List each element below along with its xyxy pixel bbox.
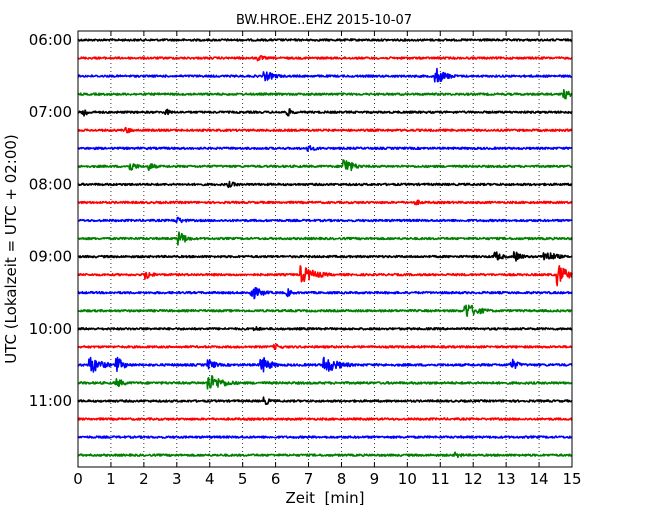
x-axis-label: Zeit [min] [285,489,364,507]
x-tick-label: 1 [106,470,116,488]
trace-0715 [77,126,573,134]
x-tick-label: 0 [73,470,83,488]
x-tick-label: 8 [337,470,347,488]
trace-0830 [77,216,573,224]
trace-0945 [77,304,573,318]
trace-1000 [77,326,573,332]
x-tick-label: 9 [370,470,380,488]
y-tick-label: 06:00 [29,31,72,49]
chart-title: BW.HROE..EHZ 2015-10-07 [236,13,412,28]
trace-1115 [77,417,573,421]
y-tick-label: 09:00 [29,248,72,266]
grid-lines [110,31,540,467]
trace-0915 [77,265,573,287]
trace-1100 [77,396,573,406]
trace-0630 [77,67,573,83]
trace-1130 [77,435,573,439]
trace-0730 [77,145,573,152]
trace-0600 [77,38,573,42]
trace-1030 [77,356,573,373]
trace-1045 [77,375,573,390]
trace-0815 [77,199,573,206]
trace-0745 [77,159,573,172]
trace-0930 [77,286,573,300]
trace-0900 [77,251,573,262]
trace-0800 [77,180,573,189]
trace-0700 [77,108,573,117]
x-tick-label: 11 [431,470,450,488]
plot-frame [77,30,573,468]
trace-1015 [77,343,573,351]
x-tick-label: 7 [304,470,314,488]
y-tick-label: 11:00 [29,392,72,410]
trace-0645 [77,89,573,100]
axis-ticks: 0 1 2 3 4 5 6 7 8 9 10 11 12 13 14 1506:0007:0008:0009:… [29,31,582,488]
x-tick-label: 5 [238,470,248,488]
x-tick-label: 14 [530,470,549,488]
x-tick-label: 6 [271,470,281,488]
trace-0845 [77,231,573,246]
x-tick-label: 2 [139,470,149,488]
y-tick-label: 07:00 [29,103,72,121]
x-tick-label: 3 [172,470,182,488]
x-tick-label: 10 [398,470,417,488]
x-tick-label: 4 [205,470,215,488]
trace-1145 [77,451,573,459]
x-tick-label: 15 [562,470,581,488]
y-tick-label: 08:00 [29,175,72,193]
x-tick-label: 12 [464,470,483,488]
seismic-traces [77,38,573,459]
y-axis-label: UTC (Lokalzeit = UTC + 02:00) [2,134,20,364]
trace-0615 [77,54,573,62]
y-tick-label: 10:00 [29,320,72,338]
x-tick-label: 13 [497,470,516,488]
